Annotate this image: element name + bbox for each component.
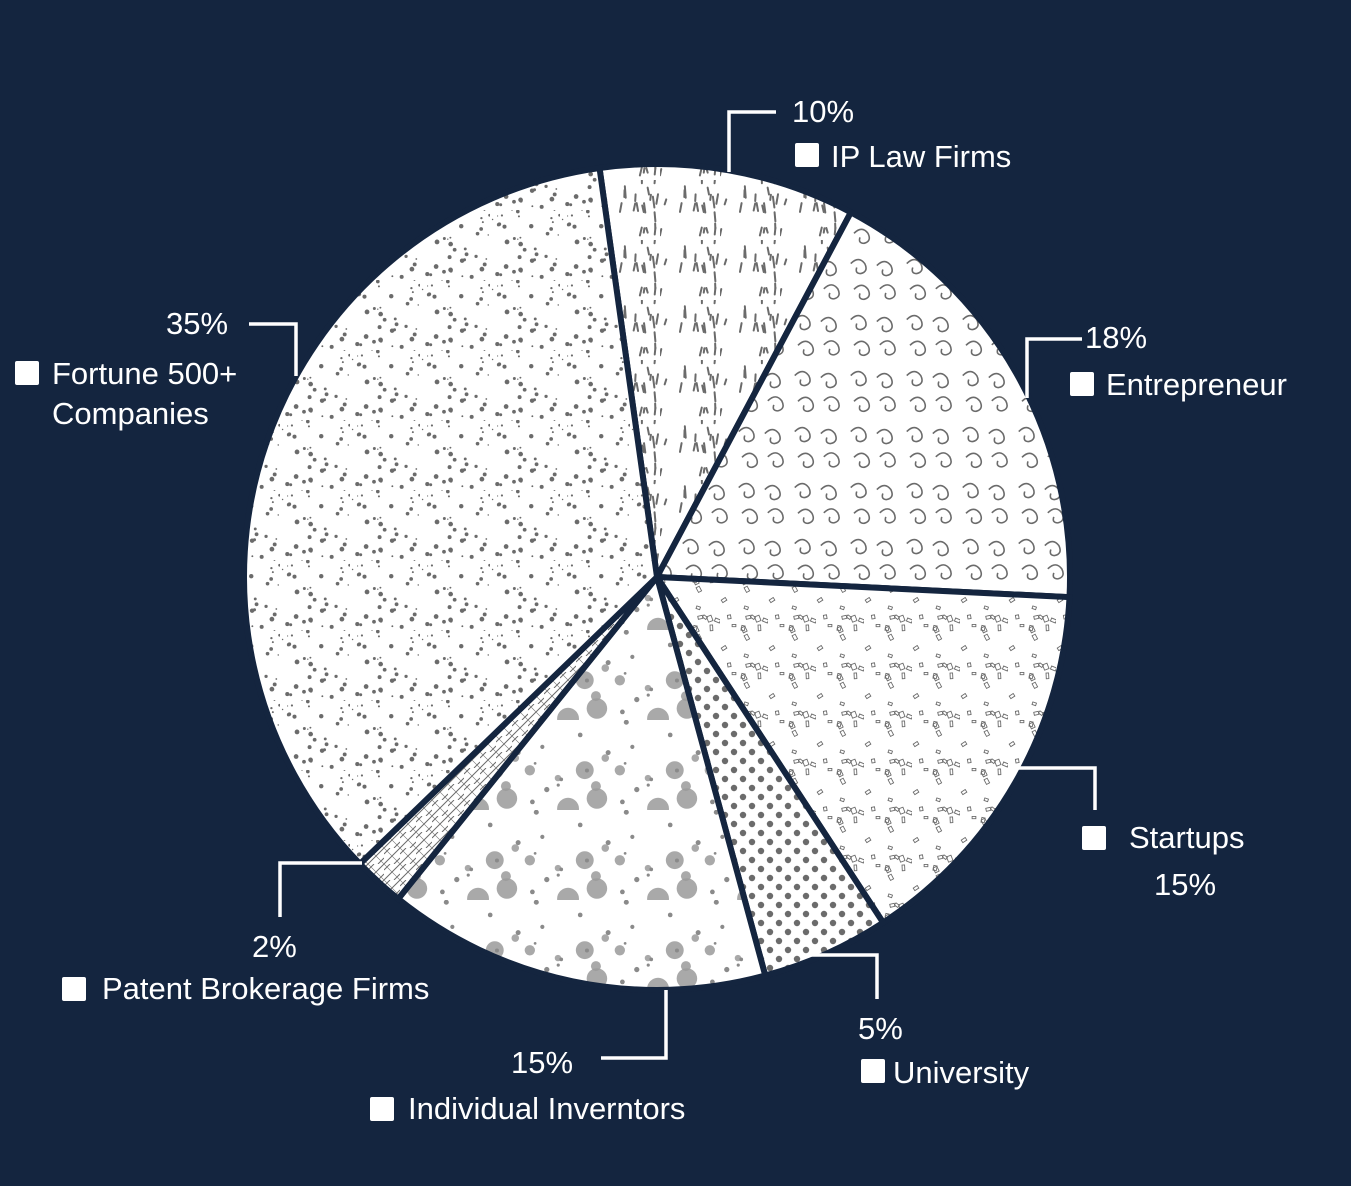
pie-slice-entrepreneur (652, 208, 1073, 601)
legend-swatch-patent-brokerage-firms (62, 977, 86, 1001)
slice-label-fortune-500-line-1: Fortune 500+ (52, 356, 237, 391)
legend-swatch-startups (1082, 826, 1106, 850)
value-label-university: 5% (858, 1011, 903, 1046)
legend-swatch-individual-inventors (370, 1097, 394, 1121)
value-label-entrepreneur: 18% (1085, 320, 1147, 355)
pie-slice-fortune-500-companies (241, 164, 661, 869)
legend-swatch-university (861, 1059, 885, 1083)
value-label-ip-law-firms: 10% (792, 94, 854, 129)
slice-labels: 10% IP Law Firms 18% Entrepreneur Startu… (15, 94, 1287, 1126)
value-label-individual-inventors: 15% (511, 1045, 573, 1080)
leader-line-startups (1018, 766, 1097, 810)
slice-label-fortune-500-line-2: Companies (52, 396, 209, 431)
slice-label-startups: Startups (1129, 820, 1244, 855)
slice-label-university: University (893, 1055, 1030, 1090)
legend-swatch-ip-law-firms (795, 143, 819, 167)
leader-line-ip-law-firms (727, 110, 776, 172)
leader-lines (249, 110, 1097, 1060)
legend-swatch-entrepreneur (1070, 372, 1094, 396)
slice-label-individual-inventors: Individual Inverntors (408, 1091, 685, 1126)
slice-label-entrepreneur: Entrepreneur (1106, 367, 1287, 402)
leader-line-individual-inventors (601, 990, 668, 1060)
value-label-fortune-500: 35% (166, 306, 228, 341)
leader-line-entrepreneur (1025, 337, 1082, 398)
slice-label-fortune-500: Fortune 500+ Companies (52, 356, 246, 431)
leader-line-fortune-500 (249, 322, 298, 376)
value-label-patent-brokerage-firms: 2% (252, 929, 297, 964)
legend-swatch-fortune-500 (15, 361, 39, 385)
pie-slice-individual-inverntors (393, 570, 769, 993)
leader-line-patent-brokerage-firms (278, 861, 362, 917)
slice-label-patent-brokerage-firms: Patent Brokerage Firms (102, 971, 429, 1006)
pie-slice-startups (651, 573, 1073, 927)
leader-line-university (811, 953, 879, 999)
slice-label-ip-law-firms: IP Law Firms (831, 139, 1011, 174)
pie-slices (241, 161, 1073, 993)
value-label-startups: 15% (1154, 867, 1216, 902)
